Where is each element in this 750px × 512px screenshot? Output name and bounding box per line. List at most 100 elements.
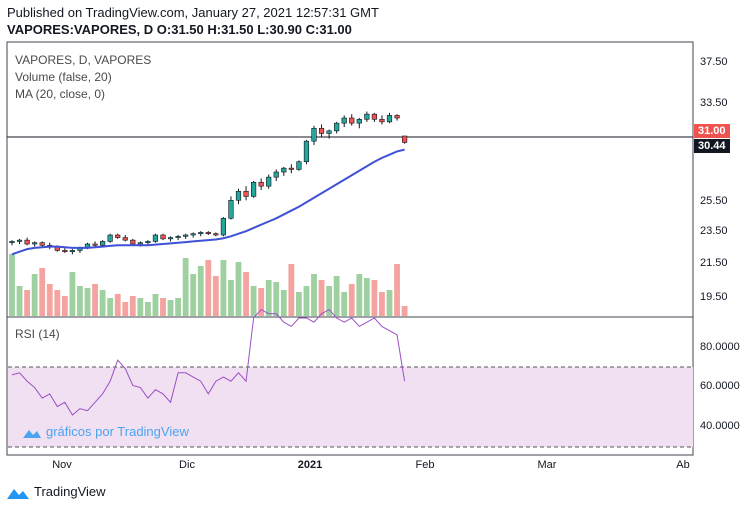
volume-bar bbox=[220, 260, 227, 316]
volume-bar bbox=[273, 282, 280, 316]
ma-value-badge: 30.44 bbox=[694, 139, 730, 153]
candle bbox=[281, 166, 287, 176]
time-tick: 2021 bbox=[297, 459, 323, 471]
candles bbox=[9, 111, 408, 255]
candle bbox=[228, 196, 234, 220]
volume-bar bbox=[341, 292, 348, 316]
volume-bar bbox=[356, 274, 363, 316]
last-price-badge: 31.00 bbox=[694, 124, 730, 138]
candle bbox=[394, 114, 400, 121]
candle bbox=[371, 112, 378, 122]
candle bbox=[107, 233, 113, 243]
price-tick: 37.50 bbox=[700, 56, 728, 68]
volume-bar bbox=[24, 290, 30, 316]
legend-ma[interactable]: MA (20, close, 0) bbox=[15, 87, 106, 101]
candle bbox=[401, 135, 408, 144]
candle bbox=[296, 160, 302, 171]
volume-bar bbox=[401, 306, 408, 316]
volume-bars bbox=[9, 254, 408, 316]
candle bbox=[32, 241, 38, 247]
candle bbox=[243, 186, 249, 201]
price-tick: 19.50 bbox=[700, 291, 728, 303]
candle bbox=[251, 181, 257, 198]
volume-bar bbox=[348, 284, 355, 316]
rsi-line bbox=[11, 308, 406, 416]
candle bbox=[356, 118, 362, 129]
footer-brand-text: TradingView bbox=[34, 484, 106, 499]
legend-symbol[interactable]: VAPORES, D, VAPORES bbox=[15, 53, 152, 67]
volume-bar bbox=[371, 280, 378, 316]
volume-bar bbox=[280, 290, 287, 316]
candle bbox=[92, 241, 98, 247]
candle bbox=[122, 235, 128, 242]
time-tick: Dic bbox=[179, 459, 195, 471]
candle bbox=[183, 233, 189, 239]
volume-bar bbox=[145, 302, 151, 316]
volume-bar bbox=[129, 296, 136, 316]
candle bbox=[167, 236, 174, 242]
volume-bar bbox=[54, 290, 61, 316]
candle bbox=[273, 169, 279, 181]
footer-brand[interactable]: TradingView bbox=[6, 484, 106, 500]
volume-bar bbox=[39, 268, 46, 316]
volume-bar bbox=[288, 264, 295, 316]
candle bbox=[69, 249, 75, 255]
candle bbox=[364, 111, 370, 122]
candle bbox=[349, 114, 355, 126]
candle bbox=[16, 238, 23, 244]
volume-bar bbox=[212, 276, 219, 316]
candle bbox=[379, 115, 385, 125]
candle bbox=[130, 238, 136, 246]
volume-bar bbox=[190, 274, 197, 316]
volume-bar bbox=[363, 278, 370, 316]
volume-bar bbox=[167, 300, 174, 316]
candle bbox=[326, 129, 332, 139]
rsi-tick: 80.0000 bbox=[700, 341, 740, 353]
volume-bar bbox=[122, 302, 129, 316]
legend-rsi[interactable]: RSI (14) bbox=[15, 327, 60, 341]
candle bbox=[288, 164, 294, 174]
volume-bar bbox=[46, 284, 53, 316]
candle bbox=[341, 115, 347, 127]
volume-bar bbox=[107, 298, 114, 316]
candle bbox=[334, 121, 340, 134]
candle bbox=[160, 233, 166, 241]
volume-bar bbox=[9, 254, 15, 316]
rsi-tick: 60.0000 bbox=[700, 380, 740, 392]
candle bbox=[311, 125, 317, 145]
tradingview-logo-icon bbox=[7, 488, 29, 499]
volume-bar bbox=[296, 292, 302, 316]
candle bbox=[175, 235, 181, 241]
candle bbox=[220, 217, 227, 237]
volume-bar bbox=[303, 286, 310, 316]
volume-bar bbox=[394, 264, 400, 316]
candle bbox=[205, 231, 211, 235]
candle bbox=[303, 139, 310, 165]
published-line: Published on TradingView.com, January 27… bbox=[7, 5, 379, 20]
volume-bar bbox=[243, 272, 249, 316]
tradingview-cloud-icon bbox=[23, 429, 41, 438]
volume-bar bbox=[77, 286, 83, 316]
watermark-text: gráficos por TradingView bbox=[46, 424, 189, 439]
price-tick: 33.50 bbox=[700, 97, 728, 109]
volume-bar bbox=[160, 298, 166, 316]
volume-bar bbox=[326, 286, 332, 316]
candle bbox=[190, 232, 196, 238]
volume-bar bbox=[235, 262, 242, 316]
rsi-tick: 40.0000 bbox=[700, 420, 740, 432]
volume-bar bbox=[69, 272, 76, 316]
rsi-band-fill bbox=[8, 367, 693, 447]
candle bbox=[213, 232, 219, 237]
volume-bar bbox=[152, 294, 159, 316]
candle bbox=[9, 240, 15, 246]
volume-bar bbox=[84, 288, 91, 316]
legend-volume[interactable]: Volume (false, 20) bbox=[15, 70, 112, 84]
volume-bar bbox=[31, 274, 38, 316]
time-tick: Ab bbox=[676, 459, 690, 471]
time-tick: Feb bbox=[415, 459, 435, 471]
volume-bar bbox=[92, 284, 98, 316]
candle bbox=[318, 124, 325, 138]
candle bbox=[266, 174, 272, 189]
price-tick: 23.50 bbox=[700, 225, 728, 237]
